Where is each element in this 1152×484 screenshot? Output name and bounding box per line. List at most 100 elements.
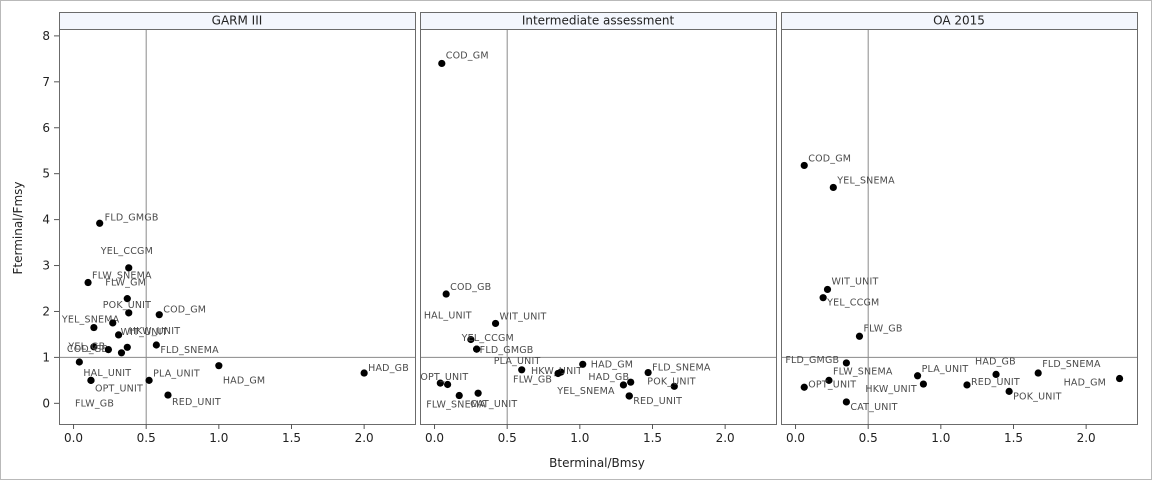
data-point (627, 378, 635, 386)
data-point-label: YEL_SNEMA (556, 386, 615, 397)
data-point (75, 358, 83, 366)
data-point (842, 398, 850, 406)
x-tick-label: 0.5 (498, 431, 517, 445)
x-tick-label: 0.0 (64, 431, 83, 445)
x-tick-label: 2.0 (355, 431, 374, 445)
data-point (436, 379, 444, 387)
y-tick-label: 4 (42, 213, 50, 227)
data-point-label: HKW_UNIT (865, 384, 916, 395)
data-point-label: FLW_GM (105, 278, 146, 289)
data-point-label: FLD_GMGB (480, 345, 534, 356)
data-point-label: PLA_UNIT (922, 364, 969, 375)
data-point (963, 381, 971, 389)
data-point (114, 331, 123, 339)
data-point-label: CAT_UNIT (850, 402, 897, 413)
x-tick-label: 1.5 (282, 431, 301, 445)
data-point-label: RED_UNIT (172, 397, 221, 408)
data-point-label: YEL_SNEMA (61, 315, 120, 326)
data-point (444, 380, 452, 389)
data-point (473, 345, 481, 353)
data-point-label: COD_GM (163, 305, 206, 316)
data-point (125, 309, 133, 317)
data-point-label: RED_UNIT (633, 396, 682, 407)
data-point (644, 368, 652, 377)
data-point (579, 360, 587, 368)
data-point-label: OPT_UNIT (420, 372, 468, 383)
data-point (84, 278, 92, 287)
data-point (145, 376, 153, 384)
x-tick-label: 1.0 (209, 431, 228, 445)
data-point-label: WIT_UNIT (121, 327, 168, 338)
data-point-label: HAD_GM (591, 359, 633, 370)
data-point (87, 376, 95, 384)
data-point-label: HAL_UNIT (424, 310, 472, 321)
data-point-label: YEL_CCGM (100, 246, 153, 257)
data-point (104, 345, 113, 354)
data-point-label: FLW_GB (513, 374, 552, 385)
y-tick-label: 1 (42, 350, 50, 364)
data-point (919, 380, 928, 388)
data-point (1034, 369, 1042, 377)
x-tick-label: 1.5 (1004, 431, 1023, 445)
data-point (164, 391, 172, 399)
data-point (855, 332, 864, 340)
data-point-label: HAL_UNIT (83, 368, 131, 379)
data-point-label: COD_GB (67, 344, 108, 355)
data-point (438, 59, 446, 68)
data-point (474, 389, 482, 397)
x-tick-label: 0.0 (425, 431, 444, 445)
data-point (913, 372, 922, 380)
data-point-label: COD_GM (446, 50, 489, 61)
x-tick-label: 0.5 (859, 431, 878, 445)
data-point (842, 359, 850, 367)
data-point (96, 219, 104, 227)
x-axis-title: Bterminal/Bmsy (549, 456, 645, 470)
data-point (152, 341, 160, 349)
y-tick-label: 7 (42, 75, 50, 89)
data-point (829, 183, 837, 192)
panel-1: GARM III 0.0 0.5 1.0 1.5 2.0 0 1 2 3 4 5 6 7 8 FLD_GMGB… (42, 12, 416, 445)
data-point (554, 369, 562, 378)
data-point (670, 382, 678, 390)
data-point (1005, 387, 1013, 395)
data-point (800, 161, 808, 170)
data-point-label: PLA_UNIT (153, 368, 200, 379)
data-point (90, 343, 98, 351)
data-point (491, 319, 500, 328)
x-tick-label: 2.0 (716, 431, 735, 445)
data-point (518, 366, 526, 374)
data-point-label: HAD_GM (1064, 378, 1106, 389)
data-point-label: RED_UNIT (971, 377, 1020, 388)
panel-title: Intermediate assessment (522, 14, 675, 28)
data-point (823, 285, 832, 294)
data-point (360, 369, 368, 377)
data-point (819, 294, 827, 302)
data-point-label: FLW_SNEMA (833, 366, 893, 377)
data-point-label: FLW_GB (75, 398, 114, 409)
data-point (117, 349, 126, 357)
data-point-label: YEL_GB (67, 342, 105, 353)
x-tick-label: 1.0 (931, 431, 950, 445)
data-point-label: HAD_GB (588, 372, 629, 383)
data-point-label: CAT_UNIT (470, 399, 517, 410)
data-point-label: OPT_UNIT (808, 379, 856, 390)
data-point-label: YEL_SNEMA (836, 175, 895, 186)
data-point-label: WIT_UNIT (831, 276, 878, 287)
data-point-label: HAD_GB (975, 356, 1016, 367)
data-point-label: YEL_CCGM (826, 298, 879, 309)
data-point (467, 335, 475, 344)
panel-2: Intermediate assessment 0.0 0.5 1.0 1.5 2.0 CO… (420, 12, 777, 445)
y-axis-title: Fterminal/Fmsy (11, 181, 25, 274)
x-tick-label: 1.0 (570, 431, 589, 445)
data-point (90, 323, 98, 332)
data-point-label: PLA_UNIT (494, 356, 541, 367)
panels-layer: GARM III 0.0 0.5 1.0 1.5 2.0 0 1 2 3 4 5 6 7 8 FLD_GMGB… (42, 12, 1138, 445)
data-point-label: FLD_GMGB (785, 355, 839, 366)
y-tick-label: 3 (42, 259, 50, 273)
data-point (625, 392, 633, 400)
data-point-label: FLW_GB (863, 323, 902, 334)
data-point-label: YEL_CCGM (461, 333, 514, 344)
data-point (992, 370, 1000, 378)
data-point-label: POK_UNIT (647, 376, 695, 387)
